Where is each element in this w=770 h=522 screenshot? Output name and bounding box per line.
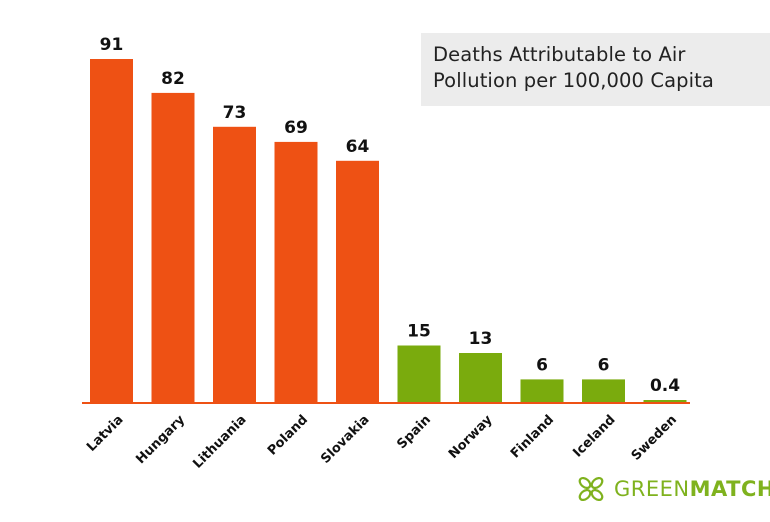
data-label-hungary: 82 bbox=[161, 69, 185, 89]
brand-name-light: GREEN bbox=[614, 477, 690, 501]
category-label-norway: Norway bbox=[446, 412, 496, 462]
category-label-finland: Finland bbox=[508, 412, 557, 461]
chart-title-line-2: Pollution per 100,000 Capita bbox=[433, 69, 714, 92]
data-label-sweden: 0.4 bbox=[650, 376, 680, 396]
data-label-finland: 6 bbox=[536, 355, 548, 375]
category-label-spain: Spain bbox=[394, 412, 434, 452]
clover-leaf-icon bbox=[578, 476, 604, 502]
category-label-latvia: Latvia bbox=[84, 412, 126, 454]
bar-slovakia bbox=[336, 160, 379, 402]
bar-latvia bbox=[90, 59, 133, 402]
category-label-slovakia: Slovakia bbox=[318, 412, 372, 466]
brand-name-bold: MATCH bbox=[689, 477, 770, 501]
bar-poland bbox=[274, 141, 318, 402]
data-label-slovakia: 64 bbox=[346, 137, 370, 157]
category-label-poland: Poland bbox=[265, 412, 311, 458]
bar-finland bbox=[520, 379, 564, 402]
bar-hungary bbox=[151, 92, 195, 403]
bar-lithuania bbox=[213, 126, 256, 403]
data-label-latvia: 91 bbox=[100, 35, 124, 55]
bar-iceland bbox=[582, 379, 625, 402]
bar-spain bbox=[397, 345, 441, 402]
bar-sweden bbox=[643, 400, 687, 402]
data-label-iceland: 6 bbox=[598, 355, 610, 375]
chart-title-line-1: Deaths Attributable to Air bbox=[433, 43, 686, 66]
data-label-spain: 15 bbox=[407, 322, 431, 342]
chart-title-box: Deaths Attributable to Air Pollution per… bbox=[421, 33, 770, 106]
data-label-lithuania: 73 bbox=[223, 103, 247, 123]
category-label-hungary: Hungary bbox=[133, 412, 188, 467]
bar-norway bbox=[459, 353, 502, 402]
greenmatch-logo: GREENMATCH bbox=[576, 475, 770, 503]
data-label-norway: 13 bbox=[469, 329, 493, 349]
data-label-poland: 69 bbox=[284, 118, 308, 138]
category-label-iceland: Iceland bbox=[570, 412, 618, 460]
category-label-lithuania: Lithuania bbox=[190, 412, 249, 471]
category-label-sweden: Sweden bbox=[629, 412, 680, 463]
